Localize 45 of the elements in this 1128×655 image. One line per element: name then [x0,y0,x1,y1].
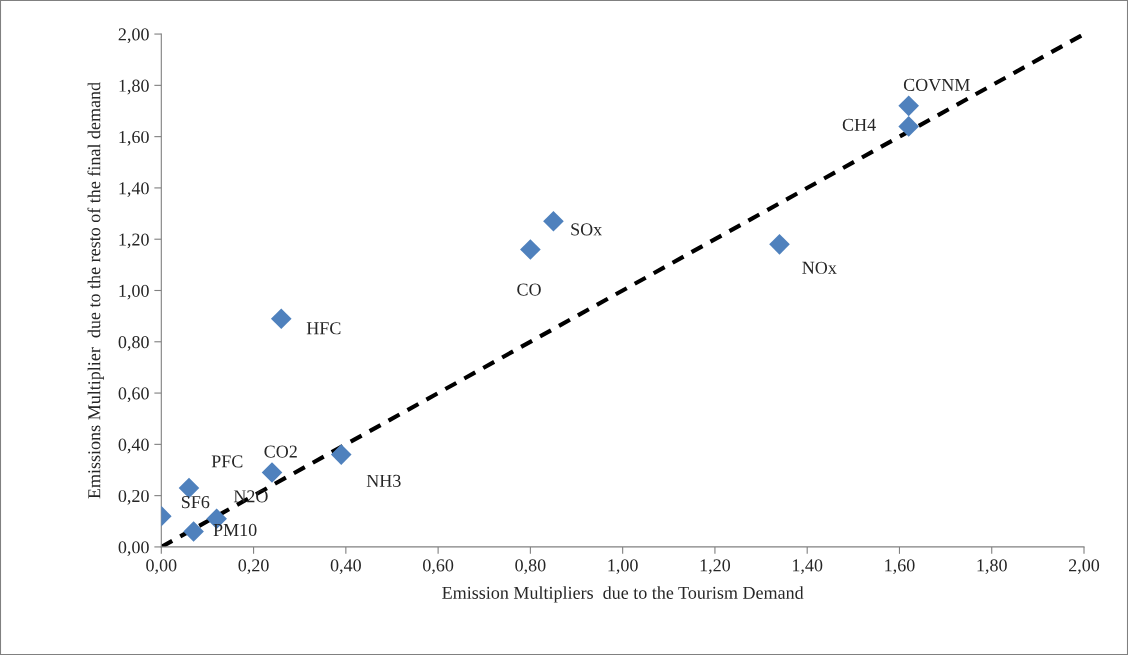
annotation: SOx [571,223,603,236]
y-tick-label: 1,40 [119,182,149,197]
y-tick-label: 0,00 [118,541,149,556]
x-tick-label: 1,20 [700,559,731,575]
y-tick-label: 2,00 [118,28,149,44]
y-tick-label: 1,20 [119,233,149,249]
x-tick-label: 1,80 [977,559,1007,575]
y-tick-label: 0,20 [118,489,149,505]
x-tick-label: 0,00 [146,559,177,575]
point [543,210,564,232]
annotation: COVNM [903,78,970,92]
y-tick-label: 1,80 [119,79,149,95]
point [270,308,292,329]
x-tick-label: 1,00 [608,559,638,575]
point [183,521,204,542]
x-tick-label: 0,40 [330,559,361,575]
x-tick-label: 0,80 [515,559,546,575]
annotation: CH4 [842,118,876,131]
annotation: PFC [211,455,243,468]
point [769,234,790,255]
x-tick-label: 0,20 [238,559,269,575]
point [261,462,283,483]
point [898,95,919,117]
y-tick-label: 0,80 [118,336,149,351]
x-tick-label: 1,40 [792,559,823,575]
y-tick-label: 1,00 [119,284,149,300]
annotation: NOx [802,261,837,274]
x-tick-label: 1,60 [885,559,915,575]
annotation: N2O [233,490,268,503]
y-tick-label: 0,40 [118,438,149,454]
annotation: CO [517,283,541,296]
x-axis-title: Emission Multipliers due to the Tourism Demand [442,586,804,603]
annotation: HFC [306,322,341,335]
x-tick-label: 0,60 [423,559,454,575]
annotation: SF6 [181,496,210,509]
annotation: PM10 [213,523,257,537]
y-tick-label: 0,60 [118,387,149,403]
y-axis-title: Emissions Multiplier due to the resto of the final demand [87,82,105,499]
annotation: NH3 [366,474,401,487]
annotation: CO2 [264,445,297,458]
point [330,444,352,465]
point [898,116,919,137]
point [520,239,541,260]
x-tick-label: 2,00 [1069,559,1100,575]
y-tick-label: 1,60 [119,130,149,146]
